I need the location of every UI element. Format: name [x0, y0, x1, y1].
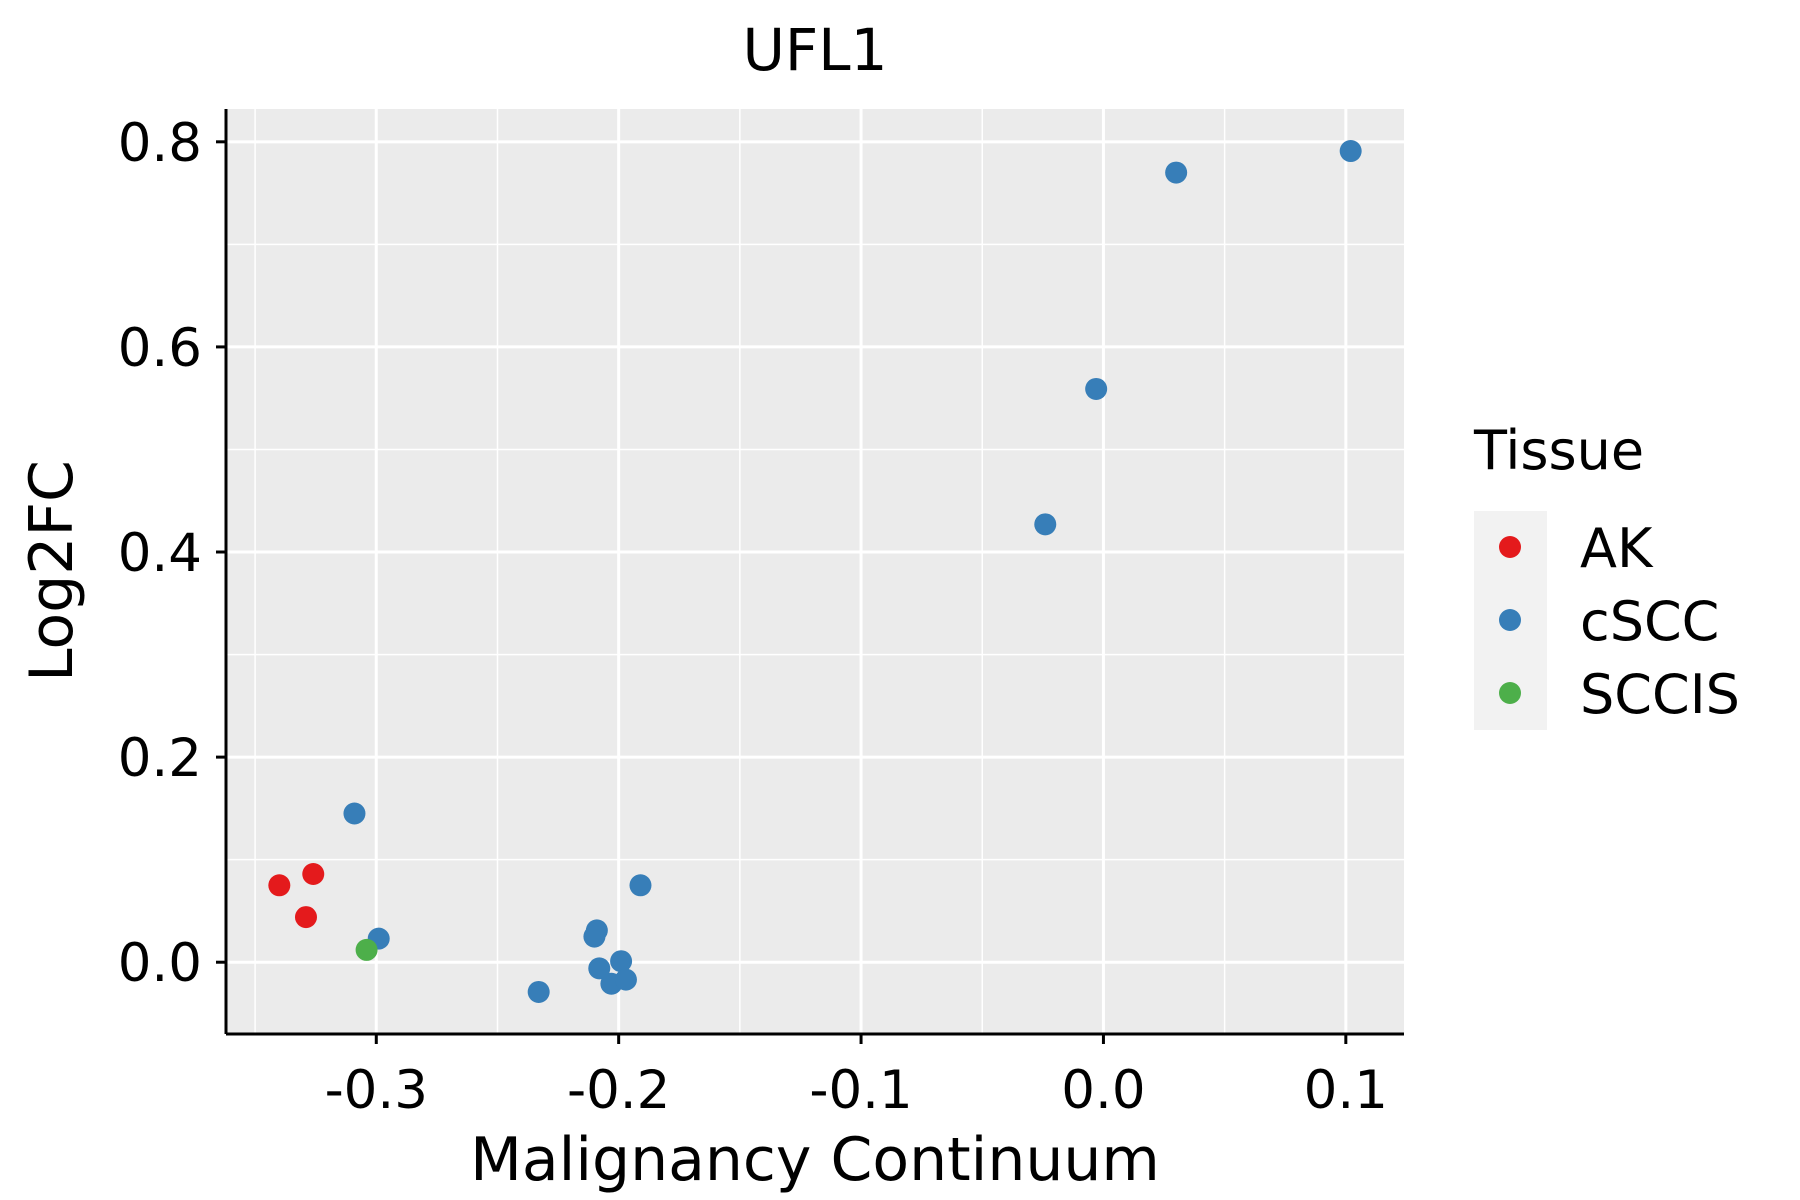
y-axis-title: Log2FC: [17, 460, 87, 682]
data-point-cscc: [614, 968, 637, 991]
data-point-cscc: [610, 950, 633, 973]
y-tick-label: 0.8: [118, 113, 202, 174]
legend-key-ak: [1499, 536, 1521, 558]
legend-label-ak: AK: [1580, 517, 1654, 580]
data-point-cscc: [527, 980, 550, 1003]
data-point-ak: [302, 863, 325, 886]
plot-panel: [226, 109, 1404, 1034]
data-point-cscc: [583, 925, 606, 948]
x-axis-ticks: -0.3 -0.2 -0.1 0.0 0.1: [325, 1034, 1388, 1121]
legend-label-cscc: cSCC: [1580, 590, 1719, 653]
data-point-cscc: [1034, 513, 1057, 536]
x-tick-label: -0.3: [325, 1060, 428, 1121]
data-point-sccis: [355, 938, 378, 961]
x-tick-label: 0.0: [1061, 1060, 1145, 1121]
y-tick-label: 0.2: [118, 728, 202, 789]
x-tick-label: -0.2: [567, 1060, 670, 1121]
y-tick-label: 0.0: [118, 933, 202, 994]
data-point-ak: [268, 874, 291, 897]
x-axis-title: Malignancy Continuum: [470, 1125, 1160, 1195]
legend-key-sccis: [1499, 682, 1521, 704]
chart-title: UFL1: [742, 16, 887, 84]
y-tick-label: 0.6: [118, 318, 202, 379]
y-tick-label: 0.4: [118, 523, 202, 584]
data-point-cscc: [1165, 161, 1188, 184]
data-point-cscc: [588, 957, 611, 980]
data-point-cscc: [1339, 140, 1362, 163]
data-point-ak: [294, 906, 317, 929]
legend: Tissue AK cSCC SCCIS: [1473, 419, 1740, 730]
data-point-cscc: [343, 802, 366, 825]
x-tick-label: -0.1: [809, 1060, 912, 1121]
legend-title: Tissue: [1473, 419, 1644, 482]
data-points: [268, 140, 1362, 1003]
data-point-cscc: [629, 874, 652, 897]
x-tick-label: 0.1: [1304, 1060, 1388, 1121]
data-point-cscc: [1085, 377, 1108, 400]
legend-label-sccis: SCCIS: [1580, 663, 1740, 726]
y-axis-ticks: 0.0 0.2 0.4 0.6 0.8: [118, 113, 226, 994]
grid: [226, 109, 1404, 1034]
legend-key-cscc: [1499, 609, 1521, 631]
